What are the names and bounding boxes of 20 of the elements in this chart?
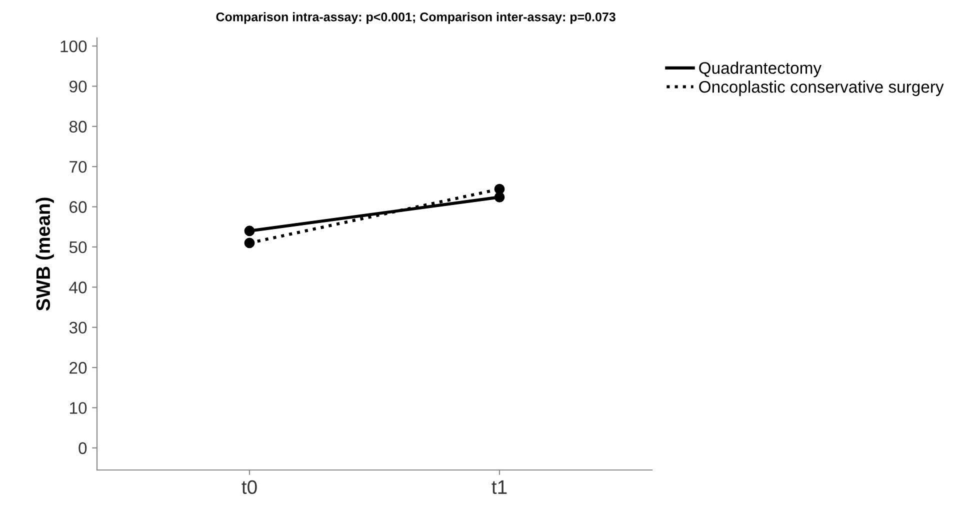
y-tick-label: 30 — [69, 322, 87, 334]
y-axis-title: SWB (mean) — [36, 198, 54, 311]
point — [244, 226, 255, 236]
y-tick-label: 90 — [70, 80, 87, 92]
legend-label: Quadrantectomy — [699, 62, 822, 78]
x-tick-label: t0 — [242, 480, 257, 494]
legend-label: Oncoplastic conservative surgery — [699, 80, 944, 96]
y-tick-label: 20 — [70, 362, 87, 374]
chart-title: Comparison intra-assay: p<0.001; Comparison inter-assay: p=0.073 — [216, 12, 616, 24]
y-tick-label: 100 — [60, 40, 87, 52]
point — [494, 184, 505, 194]
y-tick-label: 70 — [70, 160, 87, 173]
point — [244, 238, 255, 248]
y-tick-label: 40 — [69, 282, 87, 294]
y-tick-label: 10 — [70, 402, 87, 414]
y-tick-label: 50 — [69, 241, 87, 254]
y-tick-label: 80 — [69, 120, 87, 133]
y-tick-label: 60 — [70, 201, 87, 213]
x-tick-label: t1 — [492, 480, 507, 494]
y-tick-label: 0 — [78, 442, 87, 454]
